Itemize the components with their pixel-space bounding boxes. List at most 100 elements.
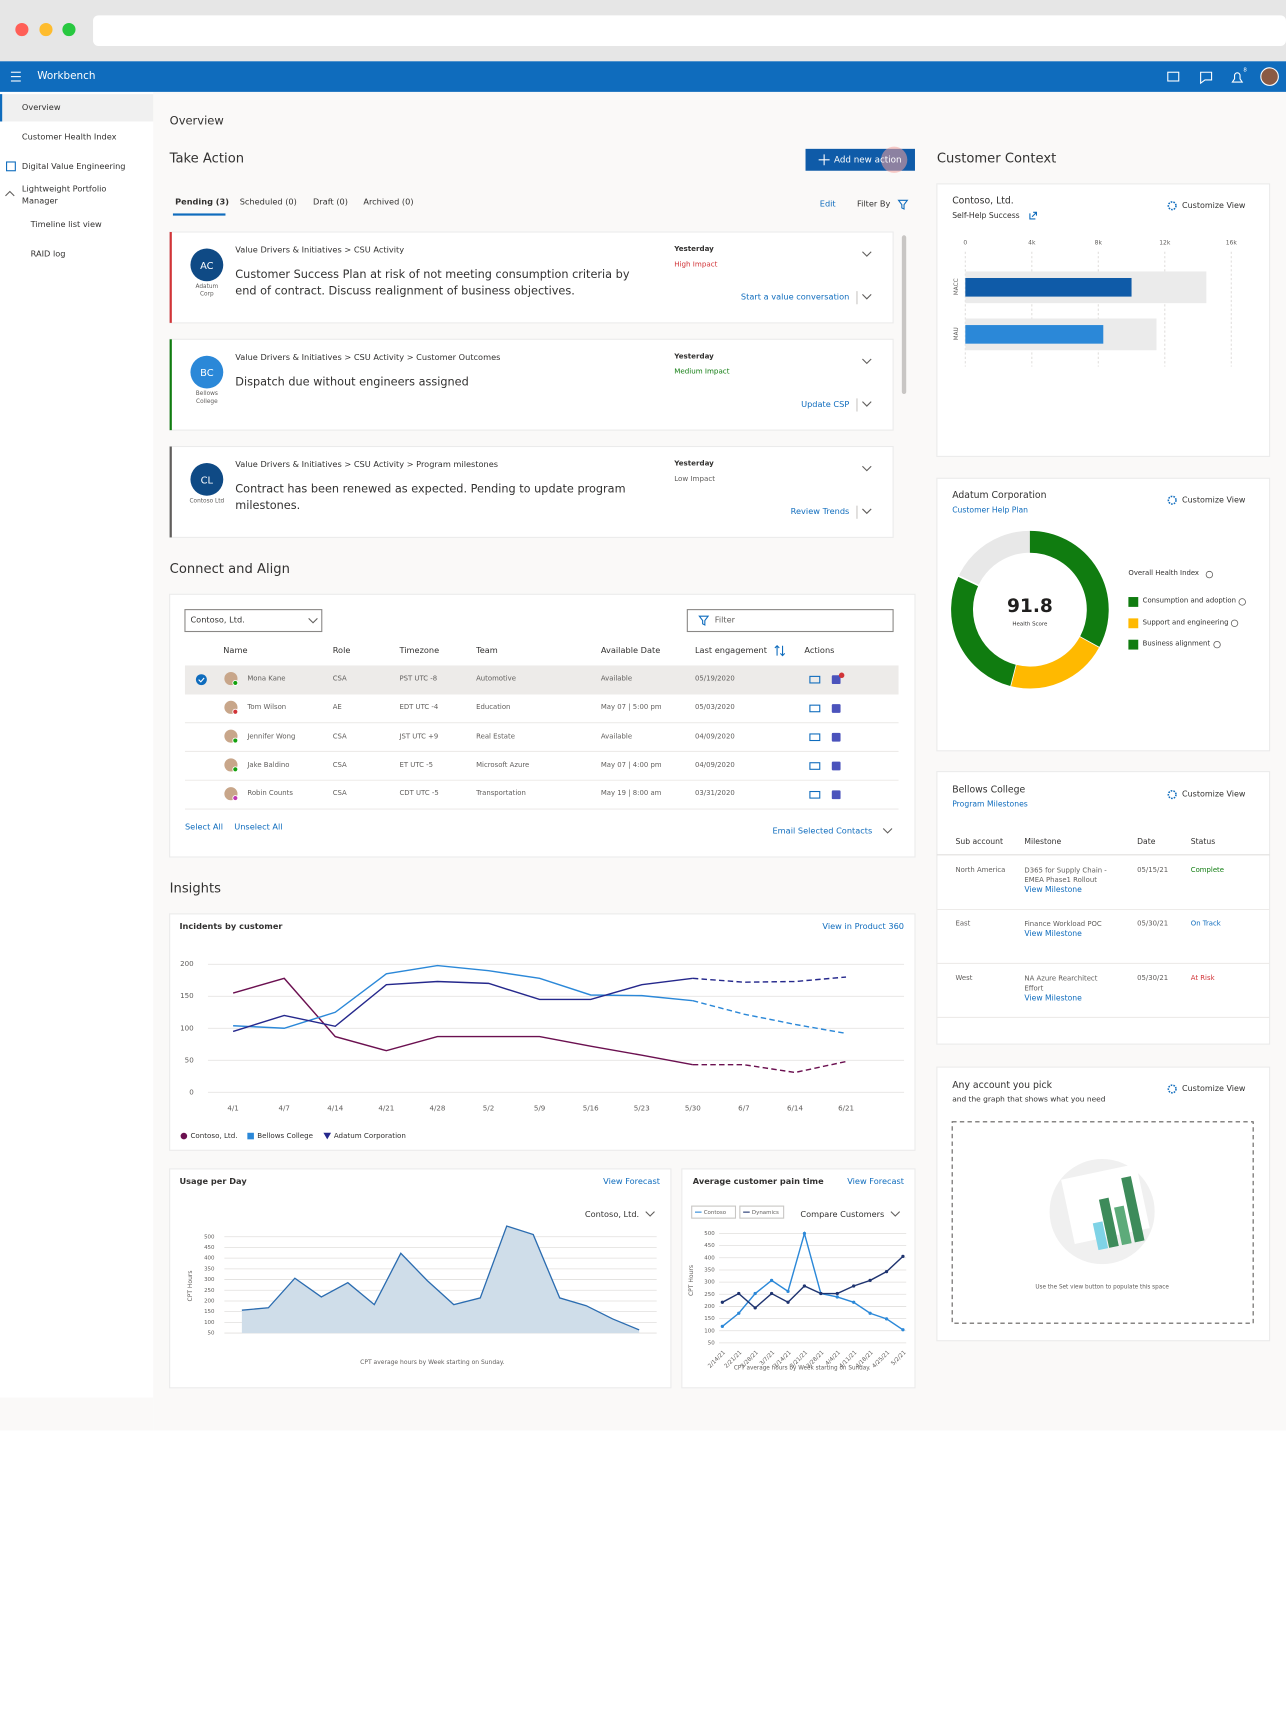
nav-item[interactable]: RAID log: [30, 249, 66, 259]
select-all[interactable]: Select All: [184, 821, 224, 832]
customize-view[interactable]: Customize View: [1182, 1083, 1246, 1094]
mail-icon[interactable]: [809, 675, 821, 684]
customize-view[interactable]: Customize View: [1182, 789, 1246, 799]
unselect-all[interactable]: Unselect All: [234, 821, 283, 832]
action-card: [169, 445, 894, 538]
tab[interactable]: Draft (0): [313, 196, 348, 207]
filter-button[interactable]: Filter By: [856, 198, 891, 209]
legend-label: Dynamics: [752, 1210, 779, 1216]
column-header: Timezone: [399, 645, 440, 656]
window-button[interactable]: [15, 22, 29, 37]
y-tick-label: 100: [180, 1023, 194, 1032]
action-card: [169, 231, 894, 324]
chevron-icon[interactable]: [862, 401, 872, 407]
y-axis-label: CPT Hours: [688, 1265, 695, 1296]
column-header: Actions: [804, 645, 835, 656]
sidebar: [0, 91, 154, 1398]
series-line: [232, 977, 693, 1033]
card-subtitle[interactable]: Program Milestones: [952, 800, 1028, 809]
cell: May 19 | 8:00 am: [600, 789, 662, 798]
tab[interactable]: Pending (3): [175, 196, 230, 207]
gear-icon[interactable]: [1167, 201, 1177, 211]
nav-item[interactable]: Overview: [21, 102, 61, 113]
donut-segment: [1029, 530, 1109, 648]
chevron-icon[interactable]: [862, 508, 872, 515]
score-label: Health Score: [1012, 621, 1048, 627]
legend-chip[interactable]: [691, 1205, 737, 1219]
button-label[interactable]: Add new action: [833, 154, 902, 165]
mail-icon[interactable]: [809, 762, 821, 770]
address-bar[interactable]: [93, 15, 1286, 46]
mail-icon[interactable]: [809, 704, 821, 713]
nav-item[interactable]: Timeline list view: [30, 219, 102, 230]
illustration: [1098, 1197, 1119, 1248]
gear-icon[interactable]: [1167, 1084, 1177, 1094]
header-icon[interactable]: [1167, 71, 1180, 82]
y-tick-label: 450: [704, 1243, 715, 1249]
nav-item[interactable]: Digital Value Engineering: [21, 161, 126, 172]
milestone-link[interactable]: View Milestone: [1024, 993, 1082, 1003]
point: [802, 1231, 807, 1236]
mail-icon[interactable]: [809, 733, 821, 742]
tab[interactable]: Archived (0): [363, 196, 414, 207]
email-link[interactable]: Email Selected Contacts: [772, 826, 873, 836]
chart-link[interactable]: View Forecast: [603, 1176, 660, 1187]
column-header: Sub account: [955, 837, 1004, 847]
chart-link[interactable]: View Forecast: [847, 1176, 905, 1187]
window-button[interactable]: [39, 22, 53, 37]
teams-icon[interactable]: [831, 732, 841, 742]
chevron-icon[interactable]: [882, 828, 893, 834]
chevron-icon[interactable]: [862, 294, 872, 300]
chevron-icon[interactable]: [308, 617, 318, 624]
nav-icon: [6, 161, 16, 172]
teams-icon[interactable]: [831, 761, 841, 771]
cell: May 07 | 5:00 pm: [600, 703, 662, 712]
gear-icon[interactable]: [1167, 789, 1177, 800]
cell: Robin Counts: [247, 789, 293, 798]
teams-icon[interactable]: [831, 790, 841, 800]
nav-item[interactable]: Lightweight Portfolio Manager: [21, 184, 107, 206]
header-icon[interactable]: [1200, 71, 1213, 85]
account-dropdown[interactable]: [184, 609, 323, 633]
legend-chip[interactable]: [739, 1205, 785, 1219]
y-tick-label: 450: [204, 1245, 215, 1251]
chevron-icon[interactable]: [862, 465, 872, 472]
edit-link[interactable]: Edit: [819, 198, 836, 209]
gear-icon[interactable]: [1167, 495, 1177, 505]
filter-box[interactable]: [686, 609, 894, 633]
user-avatar[interactable]: [1260, 67, 1279, 86]
tab[interactable]: Scheduled (0): [239, 196, 297, 207]
dropdown-value[interactable]: Compare Customers: [800, 1209, 885, 1219]
milestone-link[interactable]: View Milestone: [1024, 885, 1082, 895]
cell: ET UTC -5: [399, 761, 433, 769]
action-link[interactable]: Start a value conversation: [740, 291, 850, 302]
window-button[interactable]: [62, 22, 76, 37]
milestone-cell: NA Azure Rearchitect Effort View Mileston…: [1024, 974, 1114, 1005]
chevron-icon[interactable]: [645, 1211, 655, 1217]
plus-icon: [818, 154, 830, 166]
chart-link[interactable]: View in Product 360: [822, 921, 905, 932]
customize-view[interactable]: Customize View: [1182, 200, 1246, 211]
dropdown-value[interactable]: Contoso, Ltd.: [584, 1209, 640, 1219]
header-icon[interactable]: [1231, 72, 1244, 83]
chevron-icon[interactable]: [890, 1211, 901, 1217]
action-link[interactable]: Update CSP: [801, 399, 850, 410]
chevron-icon[interactable]: [862, 251, 872, 257]
chevron-icon[interactable]: [862, 358, 872, 365]
teams-icon[interactable]: [831, 675, 841, 685]
x-tick-label: 4/28: [429, 1104, 445, 1113]
sort-icon[interactable]: [774, 644, 786, 657]
external-link-icon[interactable]: [1029, 211, 1038, 220]
teams-icon[interactable]: [831, 704, 841, 713]
milestone-link[interactable]: View Milestone: [1024, 929, 1082, 939]
action-link[interactable]: Review Trends: [790, 506, 850, 517]
x-tick-label: 4/14: [327, 1104, 343, 1113]
customize-view[interactable]: Customize View: [1182, 494, 1246, 505]
card-subtitle[interactable]: Customer Help Plan: [952, 505, 1029, 515]
point: [753, 1291, 757, 1296]
mail-icon[interactable]: [809, 790, 821, 799]
row-check: [195, 674, 207, 686]
nav-expand-icon[interactable]: [5, 190, 15, 197]
nav-item[interactable]: Customer Health Index: [21, 131, 117, 142]
